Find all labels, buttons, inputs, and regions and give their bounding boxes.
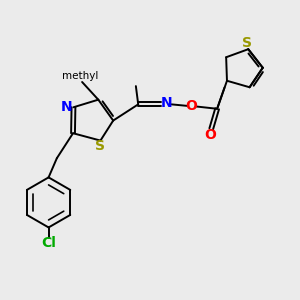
- Text: S: S: [242, 36, 252, 50]
- Text: O: O: [205, 128, 217, 142]
- Text: N: N: [161, 97, 172, 110]
- Text: Cl: Cl: [41, 236, 56, 250]
- Text: S: S: [95, 140, 105, 154]
- Text: methyl: methyl: [62, 70, 99, 80]
- Text: O: O: [185, 99, 197, 113]
- Text: N: N: [61, 100, 73, 114]
